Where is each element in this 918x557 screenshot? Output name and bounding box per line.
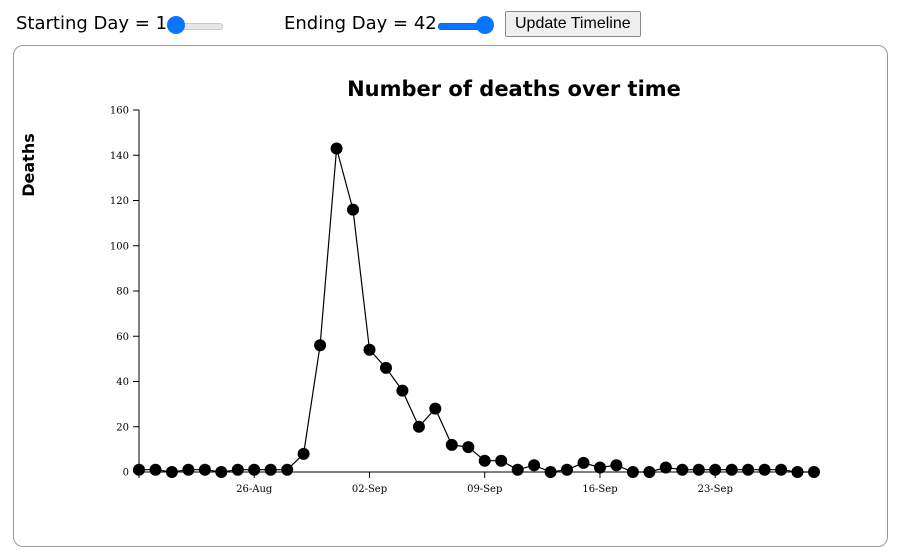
data-point [248, 463, 261, 476]
y-tick-label: 100 [110, 241, 129, 252]
y-tick-label: 80 [116, 287, 129, 298]
x-tick-label: 09-Sep [467, 484, 502, 495]
data-point [264, 463, 277, 476]
data-point [149, 463, 162, 476]
ending-day-label: Ending Day = 42 [284, 13, 437, 34]
y-tick-label: 160 [110, 106, 129, 117]
data-point [626, 466, 639, 478]
data-point [396, 384, 409, 397]
data-point [347, 203, 359, 216]
x-tick-label: 23-Sep [698, 484, 733, 495]
data-point [182, 463, 195, 476]
plot-area [133, 142, 820, 478]
starting-day-slider[interactable] [167, 13, 225, 37]
data-point [659, 461, 672, 474]
chart-title: Number of deaths over time [347, 77, 681, 101]
y-tick-label: 20 [116, 422, 129, 433]
data-point [561, 463, 573, 476]
data-point [742, 463, 755, 476]
data-point [692, 463, 705, 476]
update-timeline-button[interactable]: Update Timeline [505, 11, 641, 37]
data-point [643, 466, 656, 478]
ending-day-slider[interactable] [436, 13, 494, 37]
data-point [725, 463, 738, 476]
data-point [165, 466, 178, 478]
data-point [709, 463, 722, 476]
data-point [775, 463, 788, 476]
y-tick-label: 120 [110, 196, 129, 207]
x-tick-label: 16-Sep [582, 484, 617, 495]
data-point [462, 441, 475, 454]
data-point [330, 142, 343, 155]
chart-axes: 0 20 40 60 80 100 120 140 160 26-Aug 02-Sep 09-Sep 1… [110, 106, 815, 495]
y-tick-label: 60 [116, 332, 129, 343]
data-point [363, 343, 376, 356]
data-point [808, 466, 820, 478]
data-point [594, 461, 606, 474]
data-point [231, 463, 244, 476]
data-point [495, 454, 508, 467]
data-point [528, 459, 541, 472]
y-tick-label: 140 [110, 151, 129, 162]
x-tick-label: 02-Sep [352, 484, 387, 495]
ending-day-slider-thumb[interactable] [476, 16, 494, 34]
timeline-controls: Starting Day = 1 Ending Day = 42 Update … [16, 8, 918, 42]
y-tick-label: 40 [116, 377, 129, 388]
chart-panel [13, 45, 888, 547]
x-tick-label: 26-Aug [236, 484, 273, 495]
data-point [133, 463, 145, 476]
data-point [610, 459, 623, 472]
data-point [758, 463, 771, 476]
data-point [511, 463, 524, 476]
data-point [198, 463, 211, 476]
starting-day-slider-thumb[interactable] [167, 16, 185, 34]
starting-day-label: Starting Day = 1 [16, 13, 168, 34]
data-point [577, 456, 590, 469]
y-axis-label: Deaths [19, 133, 38, 197]
y-tick-label: 0 [123, 468, 129, 479]
data-point [676, 463, 689, 476]
series-line [139, 148, 814, 473]
data-point [380, 361, 392, 374]
data-point [429, 402, 442, 415]
data-point [297, 447, 310, 460]
data-point [412, 420, 425, 433]
data-point [791, 466, 804, 478]
data-point [215, 466, 228, 478]
data-point [478, 454, 491, 467]
data-point [544, 466, 557, 478]
data-point [314, 339, 327, 352]
data-point [281, 463, 294, 476]
data-point [445, 438, 458, 451]
